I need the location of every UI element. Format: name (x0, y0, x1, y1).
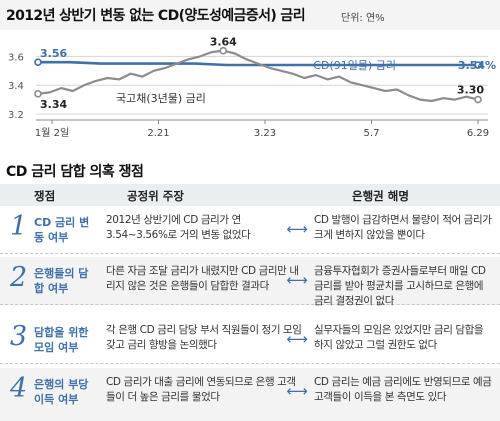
data-point-end (474, 95, 482, 104)
double-arrow-icon: ⟷ (286, 382, 308, 400)
row-reply: 실무자들의 모임은 있었지만 금리 담합을 하지 않았고 그럴 권한도 없다 (314, 324, 484, 351)
row-reply: CD 발행이 급감하면서 물량이 적어 금리가 크게 변하지 않았을 뿐이다 (314, 214, 492, 241)
cd-series-legend: CD(91일물) 금리 (313, 58, 396, 72)
table-row: 1 CD 금리 변동 여부 2012년 상반기에 CD 금리가 연 3.54~3… (0, 206, 500, 254)
line-chart: 3.6 3.4 3.2 3.56 3.54% 3.34 3.64 3.30 CD(91일물) … (0, 30, 500, 154)
bond-rate-line (37, 49, 479, 103)
chart-header: 2012년 상반기 변동 없는 CD(양도성예금증서) 금리 단위: 연% (0, 0, 500, 30)
table-header: 쟁점 공정위 주장 은행권 해명 (0, 184, 500, 206)
header-reply: 은행권 해명 (352, 189, 409, 203)
bond-peak-label: 3.64 (210, 36, 237, 49)
row-issue: 담합을 위한 모임 여부 (34, 326, 89, 354)
data-point-start (34, 58, 42, 66)
row-claim: 각 은행 CD 금리 담당 부서 직원들이 정기 모임 갖고 금리 향방을 논의… (106, 324, 302, 351)
header-issue: 쟁점 (34, 189, 56, 203)
bond-series-legend: 국고채(3년물) 금리 (116, 92, 206, 105)
header-claim: 공정위 주장 (127, 189, 184, 203)
row-issue: 은행들의 담합 여부 (34, 267, 89, 295)
row-reply: CD 금리는 예금 금리에도 반영되므로 예금 고객들이 이득을 본 측면도 있… (314, 376, 492, 403)
row-claim: CD 금리가 대출 금리에 연동되므로 은행 고객들이 더 높은 금리를 물었다 (106, 376, 296, 403)
double-arrow-icon: ⟷ (286, 271, 308, 289)
row-number: 2 (10, 262, 28, 293)
x-tick-label: 1월 2일 (35, 127, 69, 139)
y-tick-label: 3.2 (8, 110, 24, 121)
row-reply: 금융투자협회가 증권사들로부터 매일 CD 금리를 받아 평균치를 고시하므로 … (314, 265, 486, 307)
row-issue: 은행의 부당 이득 여부 (34, 378, 89, 406)
x-tick-label: 5.7 (364, 128, 380, 139)
cd-start-label: 3.56 (40, 47, 67, 60)
x-tick-label: 2.21 (147, 128, 169, 139)
data-point-peak (219, 46, 228, 55)
data-point-start (34, 90, 42, 98)
row-issue: CD 금리 변동 여부 (34, 216, 90, 244)
cd-end-label: 3.54% (458, 59, 496, 72)
row-number: 3 (10, 321, 28, 352)
unit-label: 단위: 연% (341, 13, 385, 24)
row-number: 1 (10, 211, 28, 242)
data-point-end (474, 61, 482, 69)
section-title: CD 금리 담합 의혹 쟁점 (6, 164, 144, 180)
x-tick-label: 3.23 (254, 128, 276, 139)
double-arrow-icon: ⟷ (286, 220, 308, 238)
x-tick-label: 6.29 (467, 128, 489, 139)
double-arrow-icon: ⟷ (286, 330, 308, 348)
table-row: 3 담합을 위한 모임 여부 각 은행 CD 금리 담당 부서 직원들이 정기 … (0, 316, 500, 364)
chart-title: 2012년 상반기 변동 없는 CD(양도성예금증서) 금리 (6, 8, 306, 24)
bond-end-label: 3.30 (457, 84, 484, 97)
row-number: 4 (10, 373, 28, 404)
y-tick-label: 3.4 (8, 81, 24, 92)
bond-start-label: 3.34 (40, 98, 67, 111)
row-claim: 2012년 상반기에 CD 금리가 연 3.54~3.56%로 거의 변동 없었… (106, 214, 251, 241)
cd-rate-line (38, 60, 478, 67)
table-row: 2 은행들의 담합 여부 다른 자금 조달 금리가 내렸지만 CD 금리만 내리… (0, 257, 500, 307)
y-tick-label: 3.6 (8, 52, 24, 63)
table-row: 4 은행의 부당 이득 여부 CD 금리가 대출 금리에 연동되므로 은행 고객… (0, 368, 500, 421)
row-claim: 다른 자금 조달 금리가 내렸지만 CD 금리만 내리지 않은 것은 은행들이 … (106, 265, 299, 292)
